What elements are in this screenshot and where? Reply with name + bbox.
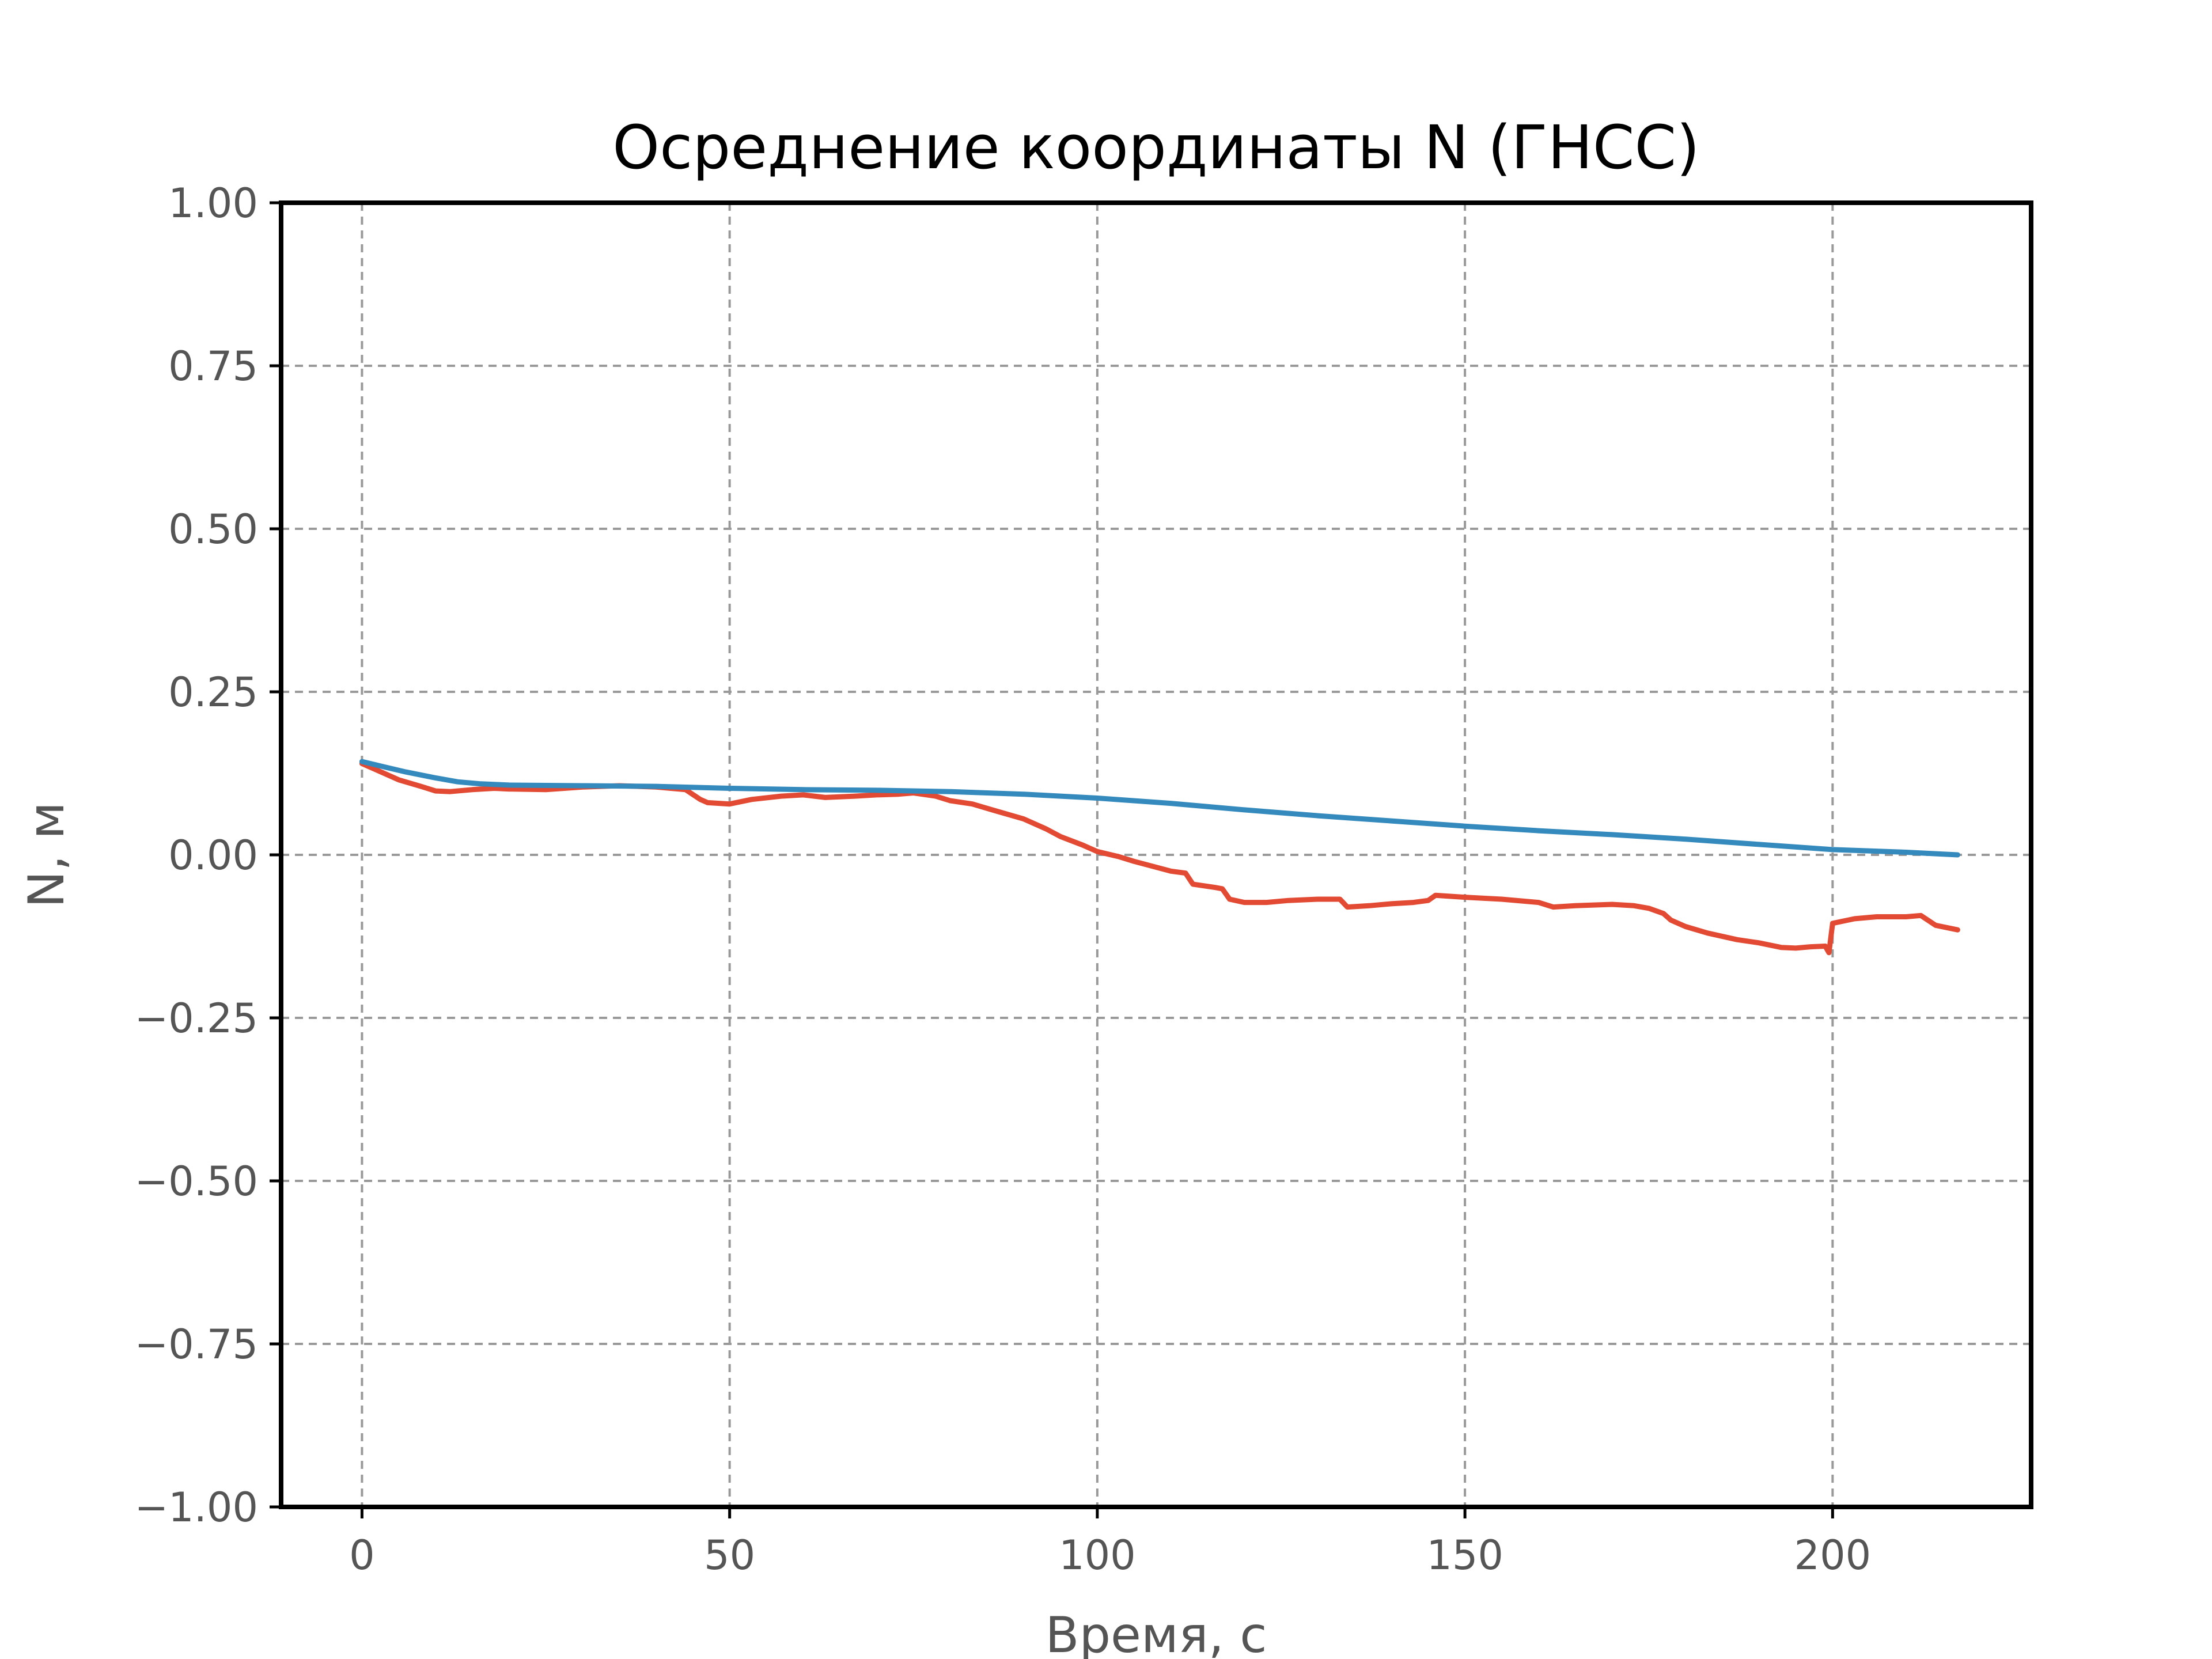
- y-tick-label: 1.00: [168, 180, 258, 227]
- series-line-2: [359, 759, 1960, 858]
- x-tick-label: 200: [1794, 1532, 1872, 1579]
- y-tick-label: 0.75: [168, 343, 258, 390]
- chart-title: Осреднение координаты N (ГНСС): [612, 112, 1700, 183]
- y-tick-label: −0.75: [134, 1321, 258, 1368]
- x-axis: 0 50 100 150 200: [349, 1507, 1871, 1579]
- y-axis: 1.00 0.75 0.50 0.25 0.00 −0.25 −0.50 −0.75 −1.00: [134, 180, 281, 1531]
- x-tick-label: 100: [1059, 1532, 1136, 1579]
- y-tick-label: −0.25: [134, 995, 258, 1042]
- y-tick-label: −1.00: [134, 1484, 258, 1531]
- y-tick-label: 0.25: [168, 669, 258, 716]
- grid: [281, 202, 2031, 1508]
- x-tick-label: 0: [349, 1532, 375, 1579]
- y-tick-label: −0.50: [134, 1158, 258, 1205]
- y-tick-label: 0.00: [168, 832, 258, 879]
- series-line-1: [359, 761, 1960, 956]
- x-axis-label: Время, с: [1045, 1607, 1267, 1659]
- x-tick-label: 50: [704, 1532, 755, 1579]
- y-tick-label: 0.50: [168, 506, 258, 553]
- x-tick-label: 150: [1426, 1532, 1503, 1579]
- y-axis-label: N, м: [18, 802, 75, 908]
- plot-series: [359, 759, 1960, 956]
